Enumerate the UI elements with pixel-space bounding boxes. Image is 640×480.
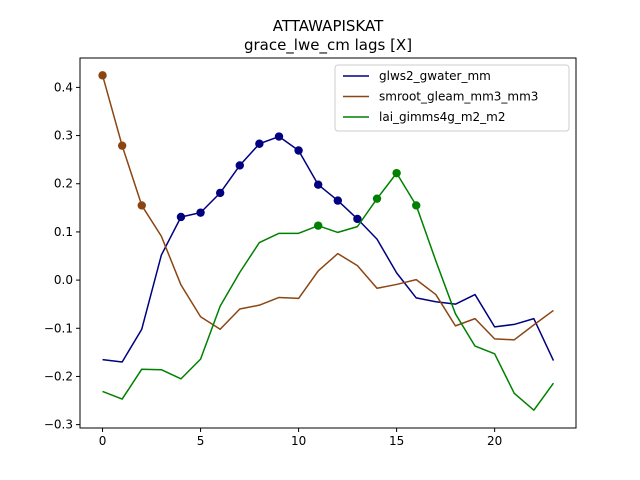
- legend: glws2_gwater_mm smroot_gleam_mm3_mm3 lai_g…: [334, 64, 570, 132]
- series-point-1: [137, 201, 146, 210]
- y-tick-label: 0.4: [54, 80, 73, 94]
- series-point-0: [313, 180, 323, 189]
- legend-label: smroot_gleam_mm3_mm3: [379, 90, 538, 104]
- y-tick-label: −0.1: [44, 321, 73, 335]
- series-point-0: [294, 146, 303, 155]
- x-tick-label: 5: [197, 434, 205, 448]
- series-point-0: [333, 196, 343, 205]
- series-point-1: [98, 71, 107, 80]
- series-point-2: [313, 221, 323, 230]
- plot-series: [98, 71, 555, 411]
- series-point-2: [392, 168, 401, 178]
- series-point-0: [274, 132, 284, 141]
- series-point-0: [353, 214, 362, 224]
- legend-box: [334, 64, 570, 132]
- series-line-0: [102, 135, 555, 363]
- series-point-0: [215, 188, 225, 198]
- y-tick-label: 0.2: [54, 177, 73, 191]
- chart-title: ATTAWAPISKAT: [273, 17, 384, 35]
- series-line-1: [101, 75, 554, 341]
- x-tick-label: 10: [291, 434, 306, 448]
- plot-frame: [79, 57, 577, 429]
- y-tick-label: −0.2: [44, 369, 73, 383]
- series-point-0: [196, 208, 205, 217]
- chart-subtitle: grace_lwe_cm lags [X]: [244, 36, 412, 55]
- legend-label: glws2_gwater_mm: [379, 69, 491, 83]
- y-tick-label: −0.3: [44, 418, 73, 432]
- series-point-2: [372, 194, 382, 203]
- y-tick-label: 0.3: [54, 129, 73, 143]
- y-tick-label: 0.0: [54, 273, 73, 287]
- series-point-0: [255, 139, 264, 148]
- legend-label: lai_gimms4g_m2_m2: [379, 110, 506, 124]
- series-line-2: [102, 172, 555, 411]
- series-point-0: [235, 161, 244, 170]
- series-point-1: [117, 141, 127, 150]
- x-tick-label: 15: [389, 434, 404, 448]
- x-tick-label: 0: [99, 434, 107, 448]
- series-point-0: [176, 212, 186, 222]
- x-tick-label: 20: [487, 434, 502, 448]
- y-tick-label: 0.1: [54, 225, 73, 239]
- y-axis: −0.3 −0.2 −0.1 0.0 0.1 0.2 0.3 0.4: [44, 80, 80, 432]
- x-axis: 0 5 10 15 20: [99, 428, 502, 448]
- series-point-2: [412, 201, 421, 210]
